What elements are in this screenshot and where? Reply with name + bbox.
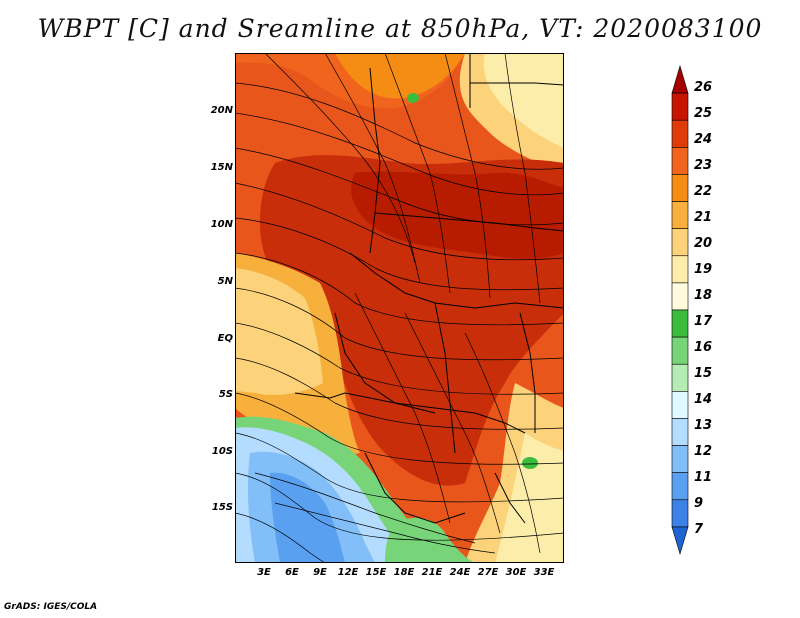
colorbar-label: 17	[694, 314, 713, 329]
colorbar-swatch	[671, 472, 689, 501]
colorbar-swatch	[671, 418, 689, 446]
colorbar-swatch	[671, 64, 689, 94]
country-borders	[294, 53, 564, 524]
orange-zone-north-inner	[335, 53, 465, 99]
mild-zone-ne	[483, 53, 564, 148]
colorbar-label: 26	[694, 80, 713, 95]
lat-tick-label: 10N	[210, 219, 233, 230]
colorbar-label: 12	[694, 444, 713, 459]
lon-tick-label: 12E	[337, 567, 359, 578]
cool-zone-deepblue	[270, 472, 345, 563]
map-frame	[235, 53, 564, 563]
lat-tick-label: EQ	[217, 333, 233, 344]
lon-tick-label: 27E	[477, 567, 499, 578]
colorbar-label: 18	[694, 288, 713, 303]
colorbar-label: 25	[694, 106, 713, 121]
lon-tick-label: 9E	[313, 567, 327, 578]
chart-title: WBPT [C] and Sreamline at 850hPa, VT: 20…	[37, 14, 763, 43]
colorbar-label: 20	[694, 236, 713, 251]
lon-tick-label: 30E	[505, 567, 527, 578]
colorbar-swatch	[671, 445, 689, 473]
colorbar-swatch	[671, 363, 689, 392]
colorbar-swatch	[671, 282, 689, 311]
colorbar-swatch	[671, 147, 689, 175]
colorbar-label: 14	[694, 392, 713, 407]
footer-credit: GrADS: IGES/COLA	[4, 602, 98, 612]
colorbar-swatch	[671, 255, 689, 284]
colorbar-swatch	[671, 336, 689, 365]
colorbar-label: 21	[694, 210, 713, 225]
colorbar	[671, 64, 689, 556]
lon-tick-label: 15E	[365, 567, 387, 578]
colorbar-label: 13	[694, 418, 713, 433]
green-patch-east	[522, 457, 538, 469]
lon-tick-label: 3E	[257, 567, 271, 578]
map-panel	[235, 53, 564, 563]
lat-tick-label: 20N	[210, 105, 233, 116]
colorbar-label: 9	[694, 496, 704, 511]
colorbar-label: 22	[694, 184, 713, 199]
colorbar-swatch	[671, 526, 689, 556]
colorbar-label: 19	[694, 262, 713, 277]
lat-tick-label: 5S	[218, 389, 233, 400]
lon-tick-label: 18E	[393, 567, 415, 578]
mild-zone-se	[495, 433, 564, 563]
colorbar-label: 15	[694, 366, 713, 381]
lon-tick-label: 24E	[449, 567, 471, 578]
green-patch-north	[407, 93, 419, 103]
lon-tick-label: 6E	[285, 567, 299, 578]
lat-tick-label: 5N	[217, 276, 233, 287]
colorbar-label: 11	[694, 470, 713, 485]
lon-tick-label: 21E	[421, 567, 443, 578]
lat-tick-label: 15S	[211, 502, 233, 513]
colorbar-swatch	[671, 174, 689, 202]
streamlines	[235, 53, 564, 563]
colorbar-label: 23	[694, 158, 713, 173]
colorbar-label: 24	[694, 132, 713, 147]
lat-tick-label: 10S	[211, 446, 233, 457]
lat-tick-label: 15N	[210, 162, 233, 173]
colorbar-swatch	[671, 391, 689, 419]
colorbar-swatch	[671, 309, 689, 338]
lon-tick-label: 33E	[533, 567, 555, 578]
colorbar-swatch	[671, 201, 689, 229]
colorbar-label: 16	[694, 340, 713, 355]
colorbar-label: 7	[694, 522, 704, 537]
colorbar-swatch	[671, 119, 689, 148]
colorbar-swatch	[671, 228, 689, 257]
hottest-core	[351, 171, 564, 259]
colorbar-swatch	[671, 92, 689, 121]
colorbar-swatch	[671, 499, 689, 528]
